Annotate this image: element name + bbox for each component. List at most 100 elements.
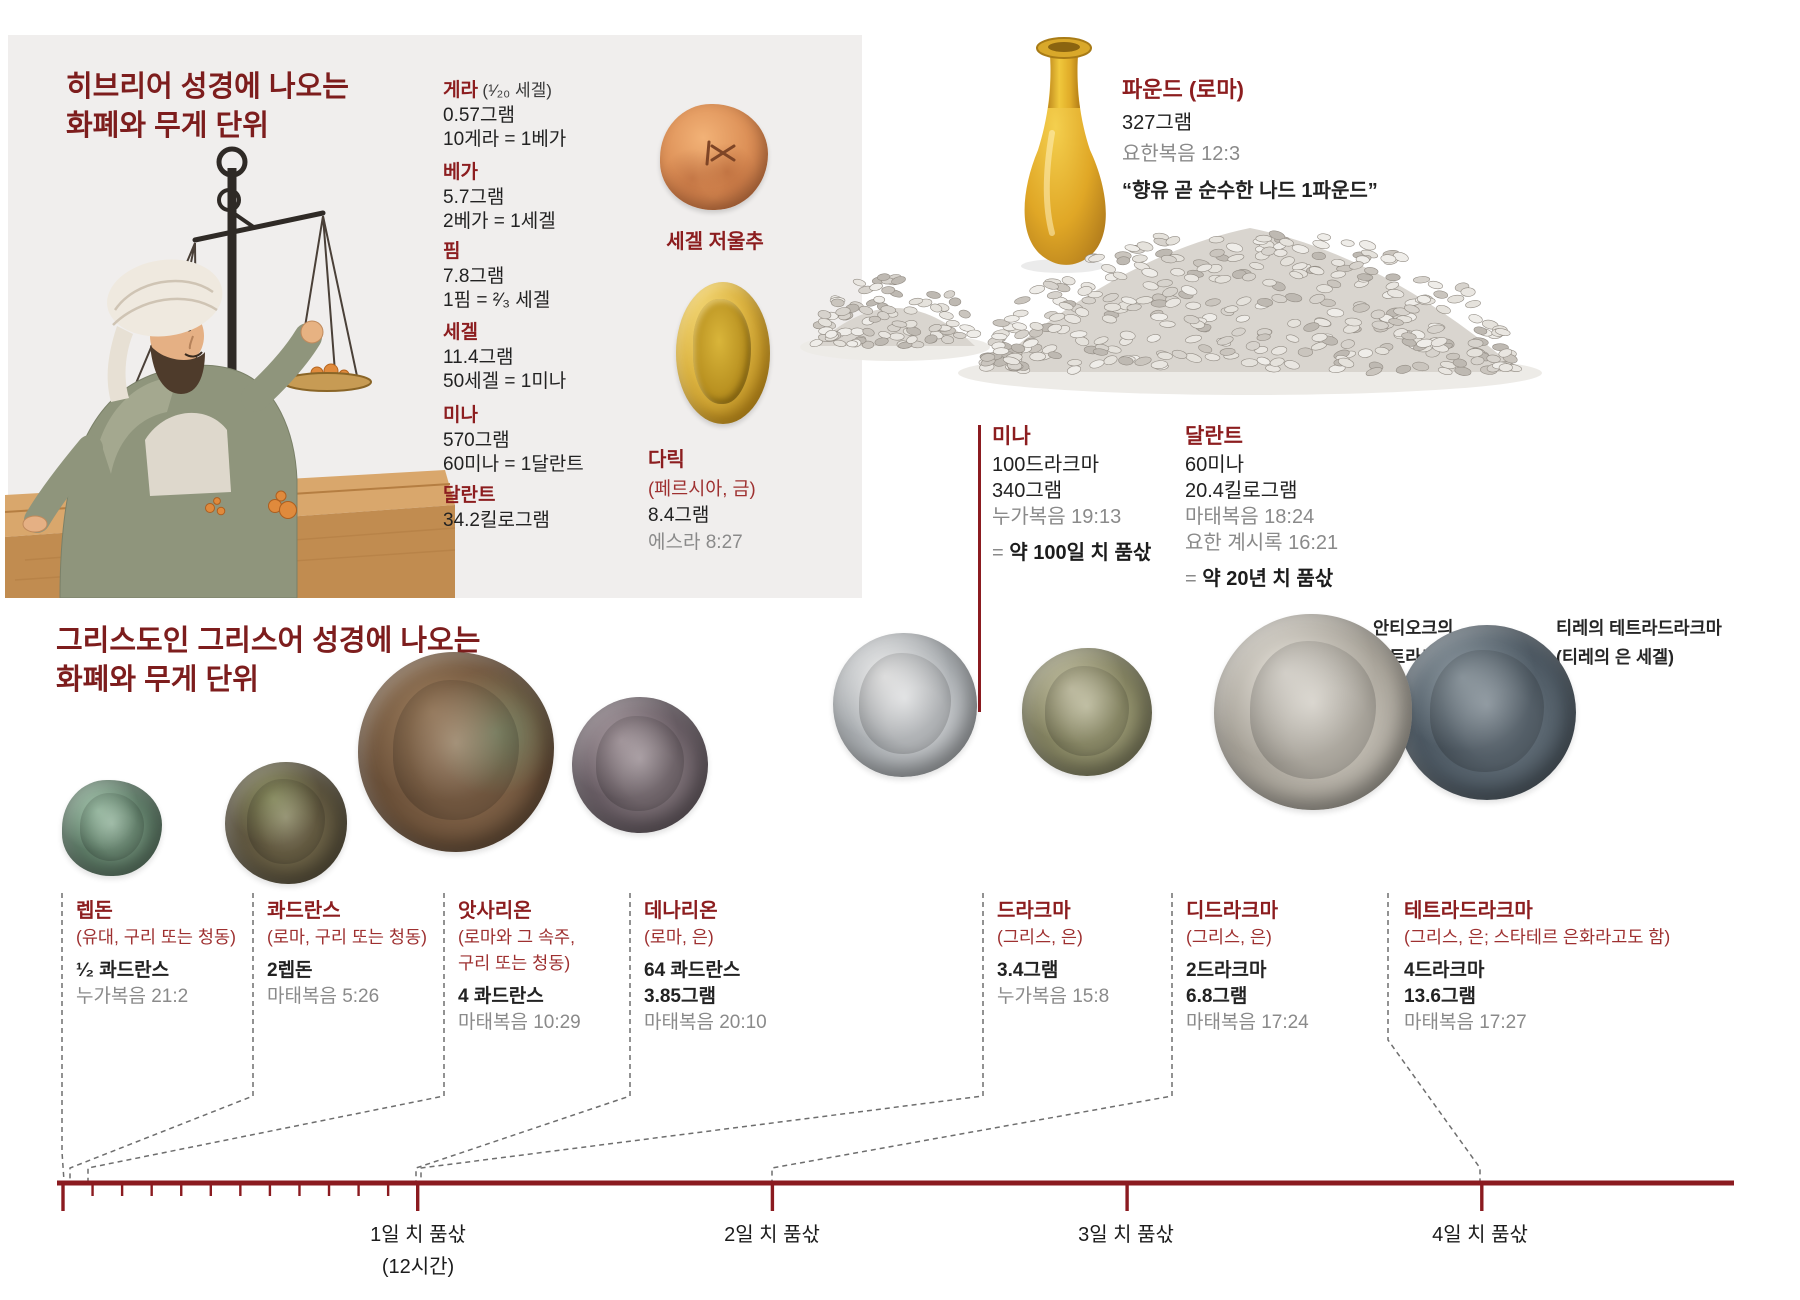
shekel-inscription-mark: [705, 140, 736, 166]
mina-equiv-text: 약 100일 치 품삯: [1009, 542, 1152, 564]
timeline-day1-sublabel: (12시간): [381, 1256, 455, 1278]
tetradrachma-label-column: 테트라드라크마 (그리스, 은; 스타테르 은화라고도 함) 4드라크마 13.…: [1404, 898, 1670, 1036]
quadrans-coin-image: [225, 762, 347, 884]
greek-title-line2: 화폐와 무게 단위: [56, 664, 259, 696]
hebrew-title-line2: 화폐와 무게 단위: [66, 110, 269, 142]
assarion-name: 앗사리온: [458, 900, 532, 922]
denarius-value2: 3.85그램: [644, 986, 716, 1007]
tyre-tetradrachma-relief: [1430, 649, 1544, 772]
unit-talent-name: 달란트: [443, 485, 496, 506]
denarius-label-column: 데나리온 (로마, 은) 64 콰드란스 3.85그램 마태복음 20:10: [644, 898, 767, 1036]
tyre-label-line1: 티레의 테트라드라크마: [1556, 618, 1722, 638]
unit-shekel-name: 세겔: [443, 322, 478, 343]
pound-block: 파운드 (로마) 327그램 요한복음 12:3 “향유 곧 순수한 나드 1파…: [1122, 74, 1378, 207]
didrachma-coin-image: [1022, 648, 1152, 776]
denarius-origin: (로마, 은): [644, 927, 714, 947]
denarius-name: 데나리온: [644, 900, 718, 922]
denarius-coin-image: [572, 697, 708, 833]
lepton-ref: 누가복음 21:2: [76, 986, 189, 1007]
unit-shekel-line1: 11.4그램: [443, 347, 514, 368]
mina-ref: 누가복음 19:13: [992, 506, 1122, 528]
talent-ref2: 요한 계시록 16:21: [1185, 532, 1339, 554]
unit-shekel: 세겔 11.4그램 50세겔 = 1미나: [443, 321, 566, 394]
tyre-label-line2: (티레의 은 세겔): [1556, 647, 1674, 667]
quadrans-label-column: 콰드란스 (로마, 구리 또는 청동) 2렙돈 마태복음 5:26: [267, 898, 427, 1010]
mina-line2: 340그램: [992, 480, 1063, 502]
drachma-coin-image: [833, 633, 977, 777]
assarion-label-column: 앗사리온 (로마와 그 속주, 구리 또는 청동) 4 콰드란스 마태복음 10…: [458, 898, 581, 1036]
hebrew-title-line1: 히브리어 성경에 나오는: [66, 71, 349, 103]
denarius-relief: [596, 716, 684, 812]
unit-pim-line1: 7.8그램: [443, 266, 505, 287]
merchant-scales-illustration: [5, 146, 455, 598]
talent-name: 달란트: [1185, 425, 1243, 448]
perfume-flask-illustration: [1021, 37, 1106, 273]
talent-equivalence: = 약 20년 치 품삯: [1185, 566, 1338, 592]
drachma-relief: [858, 653, 952, 754]
connector-tetradrachma: [1387, 893, 1481, 1181]
tyre-tetradrachma-coin-image: [1398, 625, 1576, 800]
timeline-day3-label: 3일 치 품삯: [1078, 1224, 1174, 1246]
lepton-name: 렙돈: [76, 900, 113, 922]
tetradrachma-ref: 마태복음 17:27: [1404, 1012, 1527, 1033]
didrachma-value2: 6.8그램: [1186, 986, 1248, 1007]
unit-gerah-line2: 10게라 = 1베가: [443, 129, 567, 150]
assarion-relief: [393, 680, 519, 820]
tetradrachma-value1: 4드라크마: [1404, 960, 1485, 981]
unit-mina: 미나 570그램 60미나 = 1달란트: [443, 404, 584, 477]
timeline-day1-label: 1일 치 품삯: [370, 1224, 466, 1246]
quadrans-origin: (로마, 구리 또는 청동): [267, 927, 427, 947]
unit-bekah-name: 베가: [443, 162, 478, 183]
pound-quote: “향유 곧 순수한 나드 1파운드”: [1122, 180, 1378, 202]
unit-shekel-line2: 50세겔 = 1미나: [443, 371, 567, 392]
talent-equals-sign: =: [1185, 568, 1197, 590]
daric-embossed-figure: [692, 299, 752, 405]
unit-talent-line1: 34.2킬로그램: [443, 510, 550, 531]
mina-name: 미나: [992, 425, 1031, 448]
antioch-tetradrachma-relief: [1249, 641, 1377, 779]
drachma-origin: (그리스, 은): [997, 927, 1083, 947]
daric-ref: 에스라 8:27: [648, 532, 743, 553]
connector-didrachma: [771, 893, 1173, 1181]
antioch-label-line1: 안티오크의: [1373, 618, 1454, 638]
talent-line2: 20.4킬로그램: [1185, 480, 1298, 502]
denarius-value1: 64 콰드란스: [644, 960, 741, 981]
unit-gerah-line1: 0.57그램: [443, 105, 515, 126]
pound-name: 파운드 (로마): [1122, 77, 1244, 102]
quadrans-ref: 마태복음 5:26: [267, 986, 380, 1007]
lepton-coin-image: [62, 780, 162, 876]
tetradrachma-value2: 13.6그램: [1404, 986, 1476, 1007]
assarion-coin-image: [358, 652, 554, 852]
mina-line1: 100드라크마: [992, 454, 1099, 476]
lepton-relief: [80, 793, 144, 861]
quadrans-relief: [246, 779, 326, 865]
unit-bekah: 베가 5.7그램 2베가 = 1세겔: [443, 161, 556, 234]
pound-ref: 요한복음 12:3: [1122, 143, 1241, 165]
drachma-ref: 누가복음 15:8: [997, 986, 1110, 1007]
unit-mina-name: 미나: [443, 405, 478, 426]
wage-ruler: [57, 1180, 1734, 1211]
lepton-value: ¹⁄₂ 콰드란스: [76, 960, 170, 981]
mina-block: 미나 100드라크마 340그램 누가복음 19:13 = 약 100일 치 품…: [992, 424, 1151, 566]
unit-mina-line2: 60미나 = 1달란트: [443, 454, 584, 475]
mina-talent-divider-line: [978, 425, 981, 712]
drachma-value: 3.4그램: [997, 960, 1059, 981]
didrachma-label-column: 디드라크마 (그리스, 은) 2드라크마 6.8그램 마태복음 17:24: [1186, 898, 1309, 1036]
daric-label-block: 다릭 (페르시아, 금) 8.4그램 에스라 8:27: [648, 447, 756, 556]
didrachma-relief: [1045, 665, 1129, 756]
assarion-value: 4 콰드란스: [458, 986, 544, 1007]
mina-equals-sign: =: [992, 542, 1004, 564]
unit-pim: 핌 7.8그램 1핌 = ²⁄₃ 세겔: [443, 240, 550, 313]
unit-pim-name: 핌: [443, 241, 461, 262]
assarion-ref: 마태복음 10:29: [458, 1012, 581, 1033]
lepton-origin: (유대, 구리 또는 청동): [76, 927, 236, 947]
mina-equivalence: = 약 100일 치 품삯: [992, 540, 1151, 566]
didrachma-origin: (그리스, 은): [1186, 927, 1272, 947]
connector-assarion: [87, 893, 445, 1181]
timeline-day4-label: 4일 치 품삯: [1432, 1224, 1528, 1246]
connector-drachma: [420, 893, 984, 1181]
unit-gerah: 게라 (¹⁄₂₀ 세겔) 0.57그램 10게라 = 1베가: [443, 79, 566, 152]
unit-talent: 달란트 34.2킬로그램: [443, 484, 550, 533]
